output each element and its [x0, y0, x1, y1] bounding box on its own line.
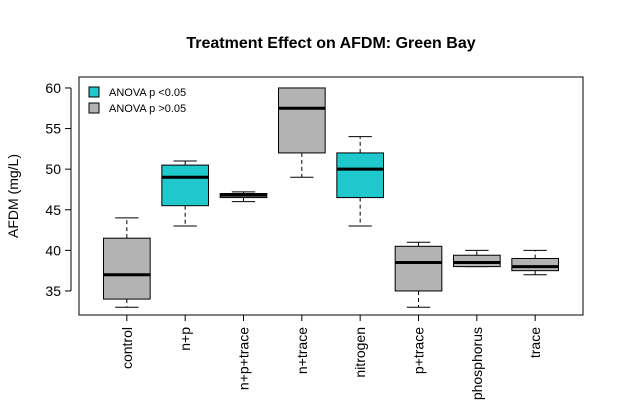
y-tick-label: 35: [45, 283, 61, 299]
x-tick-label: nitrogen: [352, 327, 368, 378]
y-tick-label: 50: [45, 161, 61, 177]
y-tick-label: 40: [45, 242, 61, 258]
box: [278, 87, 326, 154]
y-axis-label: AFDM (mg/L): [5, 154, 21, 238]
legend-swatch: [88, 102, 100, 114]
x-tick-label: phosphorus: [469, 327, 485, 400]
legend-swatch: [88, 86, 100, 98]
y-tick-label: 55: [45, 121, 61, 137]
legend-label: ANOVA p <0.05: [109, 87, 186, 99]
plot-frame: [78, 76, 584, 316]
chart-title: Treatment Effect on AFDM: Green Bay: [186, 35, 475, 52]
x-tick-label: control: [119, 327, 135, 369]
x-tick-label: n+trace: [294, 327, 310, 374]
box: [511, 257, 560, 272]
box: [394, 245, 443, 292]
y-tick-label: 60: [45, 80, 61, 96]
box: [103, 237, 151, 300]
box: [453, 254, 501, 268]
y-tick-label: 45: [45, 202, 61, 218]
x-tick-label: p+trace: [411, 327, 427, 374]
x-tick-label: n+p: [177, 327, 193, 351]
x-tick-label: n+p+trace: [236, 327, 252, 390]
legend-label: ANOVA p >0.05: [109, 103, 186, 115]
box: [336, 152, 385, 199]
box: [161, 164, 209, 207]
x-tick-label: trace: [527, 327, 543, 358]
